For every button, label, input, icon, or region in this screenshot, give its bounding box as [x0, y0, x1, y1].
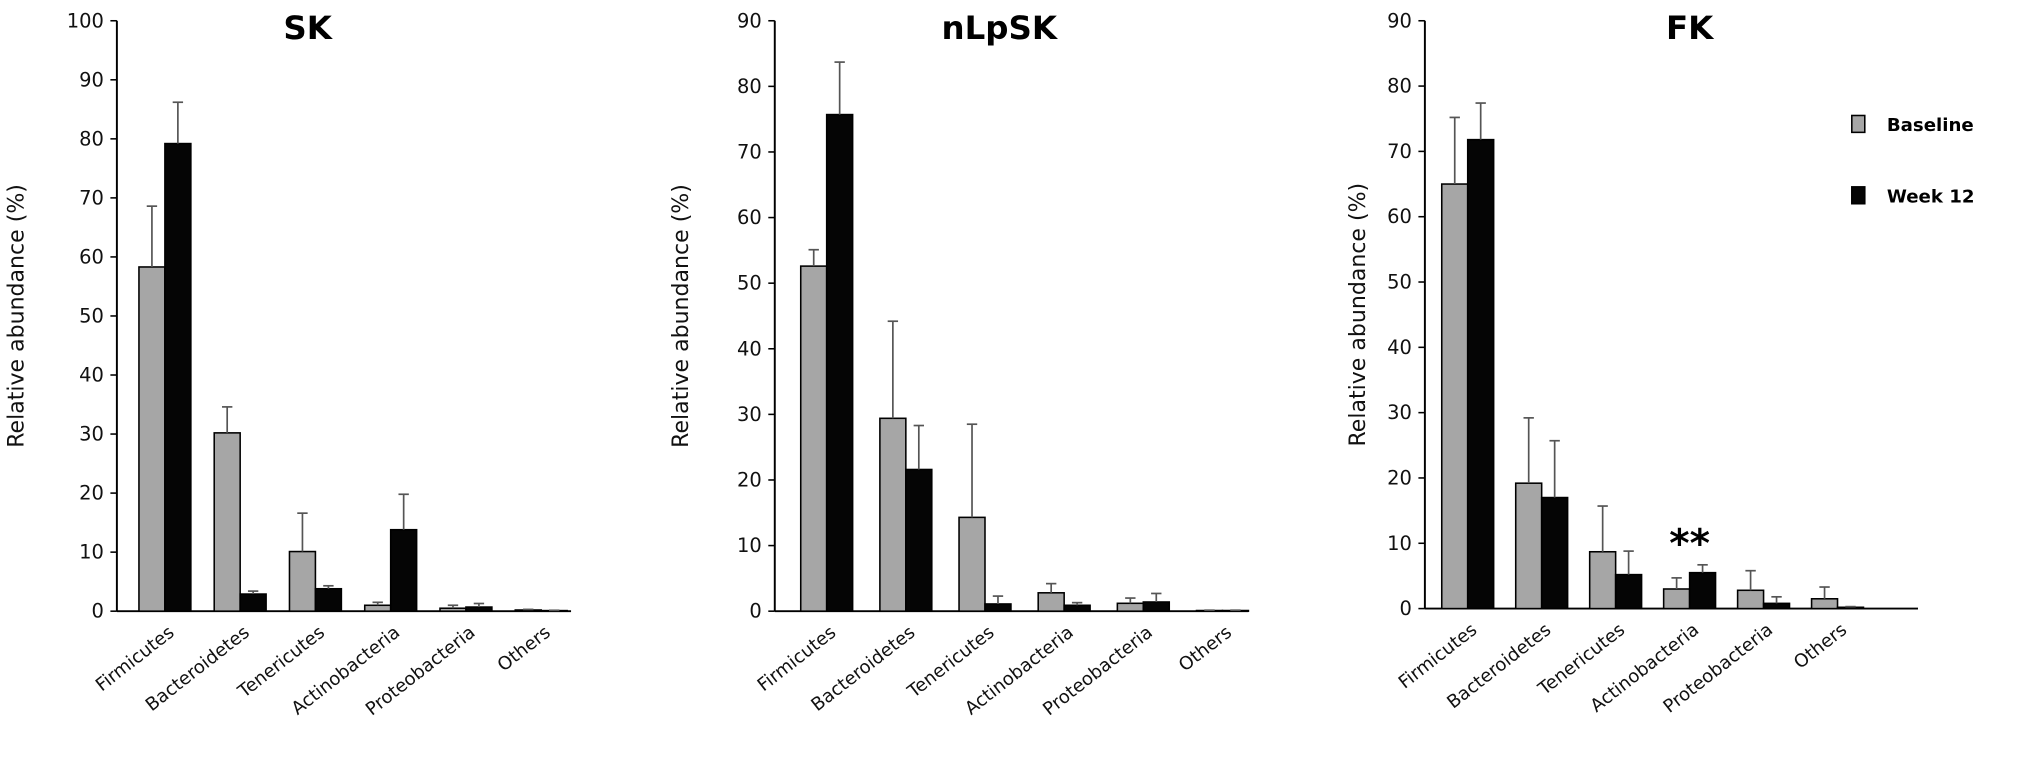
y-tick-label: 0 — [749, 600, 761, 623]
legend-label: Baseline — [1887, 115, 1974, 136]
chart-title: SK — [283, 9, 333, 47]
y-tick-label: 60 — [737, 206, 762, 229]
significance-marker: ** — [1669, 522, 1710, 567]
y-tick-label: 0 — [1400, 597, 1412, 620]
category-label: Others — [1790, 619, 1851, 673]
bar-week12 — [1063, 604, 1091, 612]
bar-baseline — [879, 417, 907, 612]
y-tick-label: 80 — [737, 75, 762, 98]
bar-baseline — [1514, 482, 1543, 610]
bar-baseline — [1440, 183, 1469, 610]
bar-week12 — [984, 603, 1012, 612]
y-tick-label: 50 — [737, 272, 762, 295]
y-tick-label: 70 — [79, 186, 104, 209]
y-tick-label: 30 — [737, 403, 762, 426]
y-tick-label: 60 — [79, 245, 104, 268]
bar-baseline — [958, 516, 986, 612]
y-axis-label: Relative abundance (%) — [4, 184, 29, 448]
chart-title: nLpSK — [942, 9, 1059, 47]
y-tick-label: 40 — [737, 337, 762, 360]
y-axis-label: Relative abundance (%) — [1346, 183, 1371, 447]
bar-week12 — [1614, 573, 1643, 610]
bar-baseline — [1037, 592, 1065, 612]
bar-baseline — [439, 607, 467, 612]
y-tick-label: 90 — [1387, 9, 1412, 32]
bar-week12 — [314, 587, 343, 612]
y-tick-label: 50 — [79, 304, 104, 327]
panel-fk: FK 0 10 20 30 40 50 60 70 80 90 Relative abundance … — [1346, 9, 1974, 718]
category-label: Others — [1175, 622, 1236, 676]
y-tick-label: 30 — [1387, 401, 1412, 424]
bar-baseline — [213, 432, 241, 612]
bar-week12 — [825, 113, 854, 612]
y-tick-label: 10 — [79, 541, 104, 564]
bar-week12 — [1466, 138, 1495, 610]
bar-week12 — [1836, 606, 1865, 610]
y-tick-label: 80 — [1387, 75, 1412, 98]
panel-nlpsk: nLpSK 0 10 20 30 40 50 60 70 80 90 Relative abundan… — [669, 9, 1250, 720]
y-tick-label: 20 — [79, 482, 104, 505]
bar-baseline — [799, 265, 828, 612]
y-tick-label: 20 — [1387, 466, 1412, 489]
legend-swatch-week12 — [1851, 186, 1866, 205]
chart-title: FK — [1666, 9, 1715, 47]
bar-baseline — [1810, 598, 1839, 610]
y-tick-label: 90 — [79, 68, 104, 91]
y-tick-label: 40 — [1387, 336, 1412, 359]
bar-week12 — [1762, 602, 1791, 610]
bar-week12 — [465, 606, 493, 612]
y-tick-label: 100 — [67, 9, 104, 32]
bar-baseline — [1662, 588, 1691, 610]
y-tick-label: 80 — [79, 127, 104, 150]
y-tick-label: 70 — [1387, 140, 1412, 163]
y-tick-label: 40 — [79, 364, 104, 387]
y-tick-label: 20 — [737, 468, 762, 491]
bar-week12 — [164, 142, 192, 612]
legend-swatch-baseline — [1851, 114, 1866, 134]
bar-baseline — [1116, 602, 1145, 612]
legend-label: Week 12 — [1887, 186, 1975, 207]
legend: Baseline Week 12 — [1851, 114, 1975, 207]
bar-week12 — [239, 593, 267, 612]
bar-week12 — [1142, 601, 1171, 612]
y-tick-label: 10 — [1387, 532, 1412, 555]
bar-week12 — [389, 528, 418, 612]
bar-week12 — [1688, 571, 1717, 610]
y-tick-label: 50 — [1387, 271, 1412, 294]
y-tick-label: 10 — [737, 534, 762, 557]
panel-sk: SK 0 10 20 30 40 50 60 70 80 90 100 Relative abundan… — [4, 9, 572, 720]
y-tick-label: 0 — [92, 600, 104, 623]
y-tick-label: 60 — [1387, 205, 1412, 228]
bar-baseline — [1736, 589, 1765, 610]
bar-baseline — [288, 550, 317, 612]
bar-baseline — [138, 266, 166, 612]
bar-week12 — [905, 468, 933, 612]
y-tick-label: 90 — [737, 9, 762, 32]
y-tick-label: 30 — [79, 423, 104, 446]
bar-baseline — [363, 604, 392, 612]
y-axis-label: Relative abundance (%) — [669, 184, 694, 448]
bar-baseline — [1588, 550, 1617, 610]
y-tick-label: 70 — [737, 140, 762, 163]
category-label: Others — [494, 622, 555, 676]
bar-week12 — [1540, 496, 1569, 610]
